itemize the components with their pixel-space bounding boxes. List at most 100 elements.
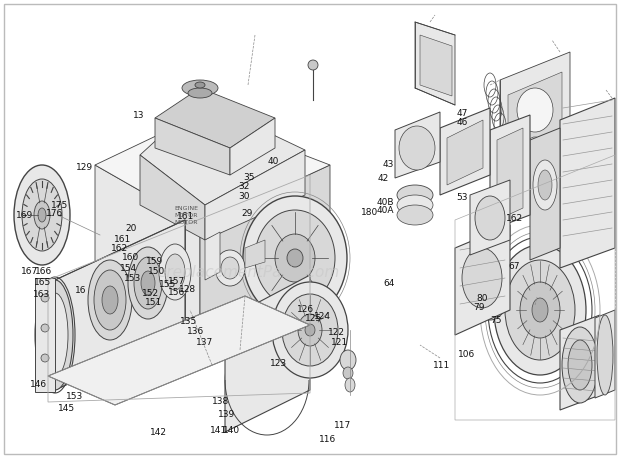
Text: 154: 154: [120, 264, 138, 273]
Ellipse shape: [597, 315, 613, 395]
Text: 47: 47: [457, 109, 468, 118]
Polygon shape: [560, 98, 615, 268]
Ellipse shape: [182, 80, 218, 96]
Ellipse shape: [141, 271, 155, 295]
Text: MOTOR: MOTOR: [174, 213, 198, 218]
Text: 137: 137: [196, 338, 213, 347]
Ellipse shape: [272, 282, 348, 378]
Text: 165: 165: [34, 278, 51, 287]
Polygon shape: [140, 100, 305, 205]
Text: 157: 157: [168, 277, 185, 286]
Text: ENGINE: ENGINE: [174, 207, 198, 211]
Text: MOTOR: MOTOR: [174, 220, 198, 225]
Polygon shape: [48, 296, 310, 405]
Text: 122: 122: [327, 328, 345, 338]
Text: 146: 146: [30, 380, 47, 389]
Text: 128: 128: [179, 285, 196, 294]
Ellipse shape: [188, 88, 212, 98]
Ellipse shape: [275, 234, 315, 282]
Ellipse shape: [345, 378, 355, 392]
Ellipse shape: [562, 327, 598, 403]
Text: 79: 79: [473, 303, 484, 312]
Text: 166: 166: [35, 267, 52, 276]
Ellipse shape: [287, 249, 303, 267]
Polygon shape: [205, 232, 220, 280]
Text: 67: 67: [509, 262, 520, 271]
Text: 75: 75: [490, 316, 502, 325]
Text: 111: 111: [433, 360, 450, 370]
Ellipse shape: [94, 270, 126, 330]
Text: 40B: 40B: [377, 198, 394, 207]
Text: 156: 156: [168, 288, 185, 297]
Text: 136: 136: [187, 327, 204, 336]
Text: 42: 42: [378, 174, 389, 183]
Text: 121: 121: [331, 338, 348, 347]
Text: 162: 162: [110, 244, 128, 253]
Text: 139: 139: [218, 410, 236, 419]
Ellipse shape: [397, 185, 433, 205]
Polygon shape: [530, 128, 560, 260]
Text: 29: 29: [241, 209, 252, 218]
Ellipse shape: [102, 286, 118, 314]
Polygon shape: [155, 88, 275, 148]
Polygon shape: [455, 225, 510, 335]
Ellipse shape: [485, 288, 495, 302]
Text: 161: 161: [177, 212, 195, 221]
Ellipse shape: [41, 354, 49, 362]
Ellipse shape: [34, 201, 50, 229]
Ellipse shape: [478, 278, 502, 312]
Ellipse shape: [38, 208, 46, 222]
Text: 176: 176: [46, 209, 63, 218]
Ellipse shape: [14, 165, 70, 265]
Ellipse shape: [134, 257, 162, 309]
Polygon shape: [560, 315, 600, 410]
Ellipse shape: [165, 254, 185, 290]
Ellipse shape: [538, 170, 552, 200]
Text: 53: 53: [457, 193, 468, 202]
Text: 138: 138: [212, 397, 229, 406]
Text: 32: 32: [238, 182, 249, 191]
Polygon shape: [35, 278, 55, 392]
Ellipse shape: [399, 126, 435, 170]
Text: 129: 129: [76, 163, 93, 172]
Polygon shape: [440, 108, 490, 195]
Ellipse shape: [88, 260, 132, 340]
Text: 161: 161: [114, 234, 131, 244]
Polygon shape: [447, 120, 483, 185]
Ellipse shape: [494, 245, 586, 375]
Polygon shape: [95, 165, 200, 340]
Polygon shape: [470, 180, 510, 255]
Ellipse shape: [533, 160, 557, 210]
Polygon shape: [395, 112, 440, 178]
Ellipse shape: [159, 244, 191, 300]
Text: 40A: 40A: [377, 206, 394, 215]
Ellipse shape: [532, 298, 548, 322]
Polygon shape: [508, 72, 562, 168]
Ellipse shape: [340, 350, 356, 370]
Text: 124: 124: [314, 311, 331, 321]
Polygon shape: [140, 155, 205, 240]
Text: 106: 106: [458, 350, 475, 359]
Ellipse shape: [243, 196, 347, 320]
Polygon shape: [225, 275, 310, 432]
Text: 43: 43: [383, 160, 394, 169]
Text: 125: 125: [305, 314, 322, 323]
Ellipse shape: [305, 324, 315, 336]
Text: 160: 160: [122, 253, 139, 262]
Text: 13: 13: [133, 111, 144, 120]
Polygon shape: [245, 240, 265, 268]
Text: 167: 167: [21, 267, 38, 276]
Text: 159: 159: [146, 257, 164, 267]
Ellipse shape: [397, 195, 433, 215]
Ellipse shape: [343, 367, 353, 379]
Text: 117: 117: [334, 420, 352, 430]
Text: 150: 150: [148, 267, 165, 276]
Ellipse shape: [298, 314, 322, 346]
Text: 141: 141: [210, 426, 227, 435]
Ellipse shape: [221, 257, 239, 279]
Ellipse shape: [308, 60, 318, 70]
Text: 175: 175: [51, 201, 68, 210]
Polygon shape: [490, 115, 530, 230]
Ellipse shape: [195, 82, 205, 88]
Polygon shape: [497, 128, 523, 220]
